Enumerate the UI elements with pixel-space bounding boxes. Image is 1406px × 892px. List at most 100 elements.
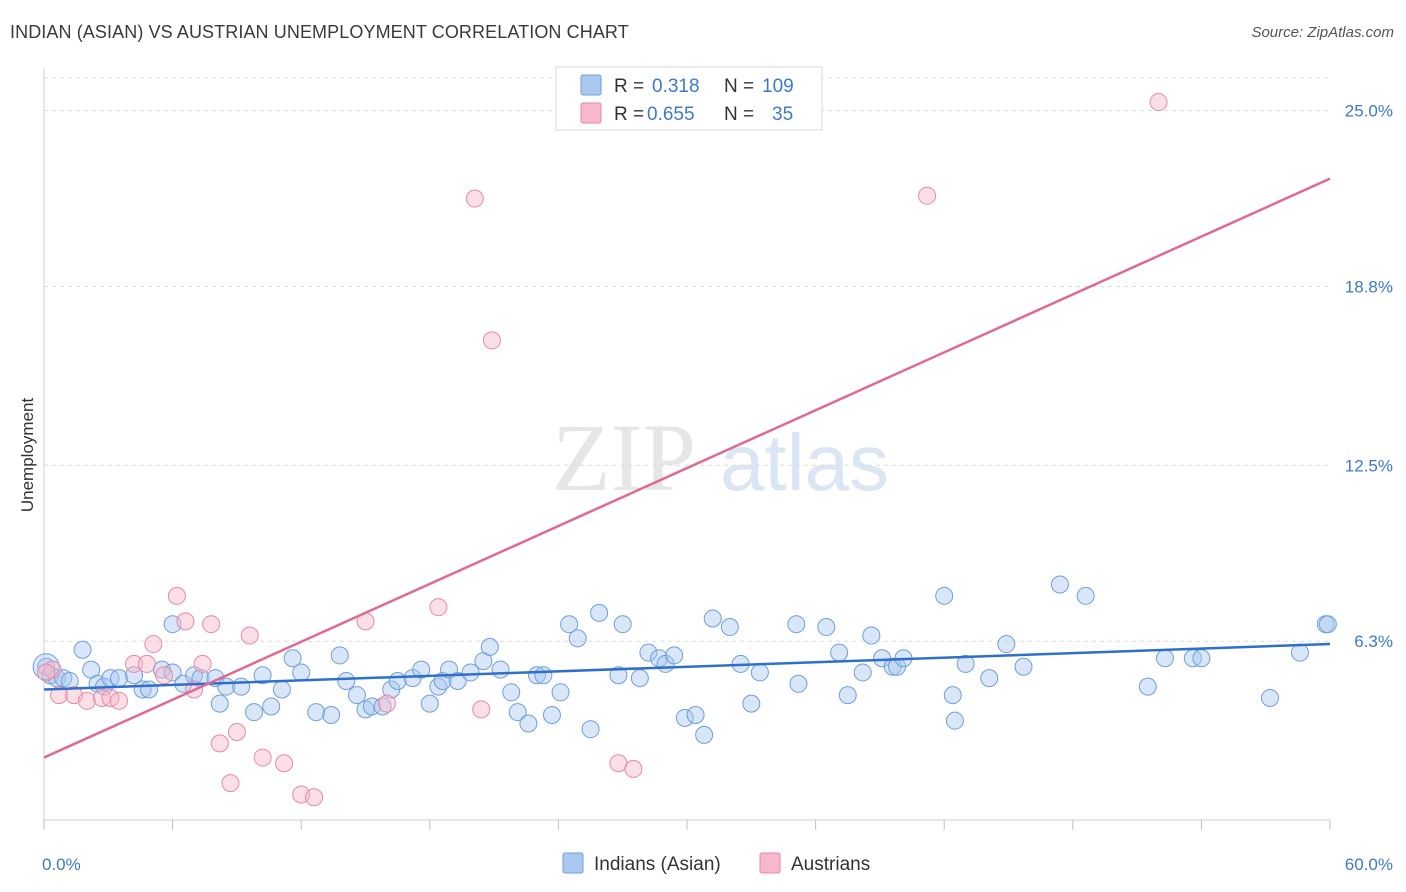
point-indians-60 xyxy=(581,720,600,739)
point-indians-94 xyxy=(1014,657,1033,676)
legend-series-austrians: Austrians xyxy=(791,854,870,875)
point-indians-79 xyxy=(817,618,836,637)
point-indians-68 xyxy=(665,646,684,665)
point-indians-89 xyxy=(943,686,962,705)
point-austrians-11 xyxy=(167,586,186,605)
point-austrians-12 xyxy=(176,612,195,631)
series-legend: Indians (Asian) Austrians xyxy=(562,852,870,875)
point-indians-27 xyxy=(272,680,291,699)
point-austrians-26 xyxy=(429,598,448,617)
point-austrians-15 xyxy=(202,615,221,634)
point-indians-30 xyxy=(307,703,326,722)
point-indians-61 xyxy=(590,603,609,622)
legend-r-label-2: R = xyxy=(614,104,644,125)
legend-swatch-blue xyxy=(580,74,602,96)
point-indians-91 xyxy=(956,654,975,673)
point-austrians-30 xyxy=(609,754,628,773)
point-indians-33 xyxy=(337,671,356,690)
legend-n-value-2: 35 xyxy=(772,104,793,125)
point-austrians-23 xyxy=(305,788,324,807)
point-indians-59 xyxy=(568,629,587,648)
point-indians-63 xyxy=(613,615,632,634)
x-tick-label-0: 0.0% xyxy=(42,855,81,874)
point-indians-95 xyxy=(1050,575,1069,594)
point-indians-10 xyxy=(110,669,129,688)
point-indians-34 xyxy=(347,686,366,705)
point-indians-29 xyxy=(292,663,311,682)
point-indians-101 xyxy=(1260,688,1279,707)
point-indians-41 xyxy=(412,660,431,679)
point-austrians-7 xyxy=(125,654,144,673)
point-indians-83 xyxy=(862,626,881,645)
y-tick-label-1: 12.5% xyxy=(1345,456,1393,475)
point-indians-28 xyxy=(283,649,302,668)
point-indians-24 xyxy=(245,703,264,722)
point-indians-32 xyxy=(330,646,349,665)
stats-legend: R = 0.318 N = 109 R = 0.655 N = 35 xyxy=(555,66,823,131)
legend-bottom-swatch-blue xyxy=(562,852,584,874)
point-indians-72 xyxy=(703,609,722,628)
point-indians-93 xyxy=(997,635,1016,654)
point-austrians-27 xyxy=(465,189,484,208)
y-axis-label: Unemployment xyxy=(18,398,37,513)
legend-series-indians: Indians (Asian) xyxy=(594,854,721,875)
legend-r-value-1: 0.318 xyxy=(652,76,700,97)
point-indians-88 xyxy=(935,586,954,605)
point-indians-100 xyxy=(1192,649,1211,668)
legend-n-label-2: N = xyxy=(724,104,754,125)
y-tick-label-2: 18.8% xyxy=(1345,278,1393,297)
legend-bottom-swatch-pink xyxy=(759,852,781,874)
watermark-zip: ZIP xyxy=(552,404,696,511)
point-indians-77 xyxy=(787,615,806,634)
point-indians-102 xyxy=(1290,643,1309,662)
point-austrians-10 xyxy=(155,666,174,685)
gridlines xyxy=(44,77,1330,642)
y-axis-tick-labels: 6.3% 12.5% 18.8% 25.0% xyxy=(1345,102,1393,652)
point-indians-64 xyxy=(630,669,649,688)
point-indians-5 xyxy=(73,640,92,659)
y-tick-label-3: 25.0% xyxy=(1345,102,1393,121)
point-indians-81 xyxy=(838,686,857,705)
point-austrians-19 xyxy=(240,626,259,645)
point-indians-53 xyxy=(519,714,538,733)
legend-swatch-pink xyxy=(580,102,602,124)
point-austrians-3 xyxy=(77,691,96,710)
point-austrians-33 xyxy=(1149,93,1168,112)
legend-r-value-2: 0.655 xyxy=(647,104,695,125)
point-indians-96 xyxy=(1076,586,1095,605)
point-indians-65 xyxy=(639,643,658,662)
legend-r-label-1: R = xyxy=(614,76,644,97)
point-indians-42 xyxy=(420,694,439,713)
point-indians-78 xyxy=(789,674,808,693)
point-austrians-29 xyxy=(482,331,501,350)
point-indians-75 xyxy=(742,694,761,713)
point-indians-92 xyxy=(980,669,999,688)
point-austrians-25 xyxy=(377,694,396,713)
x-axis-tick-labels: 0.0% 60.0% xyxy=(42,855,1393,874)
chart-title: INDIAN (ASIAN) VS AUSTRIAN UNEMPLOYMENT … xyxy=(10,22,629,42)
watermark-atlas: atlas xyxy=(720,418,889,507)
point-indians-73 xyxy=(720,618,739,637)
series-indians-asian-points xyxy=(32,575,1337,744)
point-austrians-34 xyxy=(37,663,56,682)
point-indians-55 xyxy=(534,666,553,685)
point-indians-57 xyxy=(551,683,570,702)
point-indians-69 xyxy=(675,708,694,727)
point-indians-22 xyxy=(217,677,236,696)
point-austrians-9 xyxy=(144,635,163,654)
point-austrians-31 xyxy=(624,759,643,778)
point-austrians-28 xyxy=(472,700,491,719)
point-indians-49 xyxy=(480,637,499,656)
y-tick-label-0: 6.3% xyxy=(1354,632,1393,651)
point-indians-90 xyxy=(945,711,964,730)
point-indians-80 xyxy=(830,643,849,662)
point-indians-21 xyxy=(210,694,229,713)
point-austrians-20 xyxy=(253,748,272,767)
watermark: ZIP atlas xyxy=(552,404,889,511)
point-austrians-1 xyxy=(50,686,69,705)
point-austrians-16 xyxy=(210,734,229,753)
point-indians-31 xyxy=(322,706,341,725)
point-indians-46 xyxy=(448,671,467,690)
point-indians-62 xyxy=(609,666,628,685)
